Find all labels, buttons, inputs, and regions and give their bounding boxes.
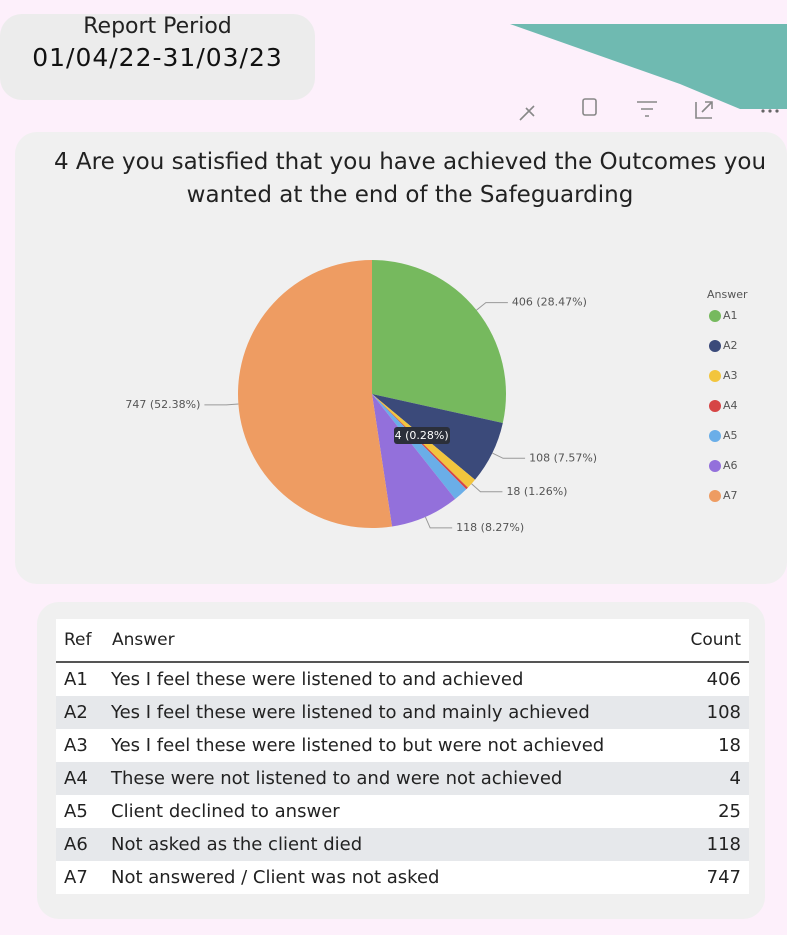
table-cell: A6 (56, 828, 111, 861)
table-row: A1 Yes I feel these were listened to and … (56, 662, 749, 696)
data-label: 118 (8.27%) (456, 521, 524, 534)
legend-label: A7 (723, 489, 738, 502)
table-cell: These were not listened to and were not … (111, 762, 681, 795)
legend-label: A6 (723, 459, 738, 472)
table-cell: 4 (680, 762, 749, 795)
table-cell: Not answered / Client was not asked (111, 861, 681, 894)
legend-label: A4 (723, 399, 738, 412)
table-cell: A3 (56, 729, 111, 762)
leader-line (471, 483, 503, 493)
pie-slice (372, 394, 467, 500)
period-label: Report Period (83, 14, 232, 39)
table-cell: 118 (680, 828, 749, 861)
filter-icon[interactable] (637, 101, 657, 117)
legend-marker (709, 490, 721, 502)
table-cell: A7 (56, 861, 111, 894)
leader-line (424, 516, 453, 529)
column-header: Ref (56, 619, 111, 663)
legend-label: A3 (723, 369, 738, 382)
legend-label: A5 (723, 429, 738, 442)
table-cell: A1 (56, 662, 111, 696)
legend-marker (709, 310, 721, 322)
legend-marker (709, 400, 721, 412)
column-header: Answer (111, 619, 681, 663)
table-row: A3 Yes I feel these were listened to but … (56, 729, 749, 762)
visual-header-icons (519, 98, 713, 121)
table-cell: Not asked as the client died (111, 828, 681, 861)
table-cell: Yes I feel these were listened to and ma… (111, 696, 681, 729)
data-label: 18 (1.26%) (506, 485, 567, 498)
leader-line (204, 403, 239, 406)
teal-shape (510, 24, 787, 109)
more-options[interactable] (761, 109, 779, 113)
data-label: 406 (28.47%) (512, 296, 587, 309)
legend-marker (709, 370, 721, 382)
answer-table: Ref Answer Count A1 Yes I feel these were li… (56, 619, 749, 894)
table-cell: 406 (680, 662, 749, 696)
report-page: Report Period 01/04/22-31/03/23 4 Are yo… (0, 14, 787, 935)
data-label: 747 (52.38%) (125, 398, 200, 411)
focus-icon[interactable] (695, 101, 713, 119)
table-cell: A5 (56, 795, 111, 828)
copy-icon[interactable] (582, 98, 597, 116)
table-row: A2 Yes I feel these were listened to and … (56, 696, 749, 729)
table-cell: 25 (680, 795, 749, 828)
legend-marker (709, 460, 721, 472)
legend-label: A2 (723, 339, 738, 352)
table-cell: A4 (56, 762, 111, 795)
legend-marker (709, 340, 721, 352)
table-cell: Yes I feel these were listened to but we… (111, 729, 681, 762)
table-row: A4 These were not listened to and were no… (56, 762, 749, 795)
period-value: 01/04/22-31/03/23 (32, 43, 283, 72)
pie-slice (372, 260, 506, 423)
legend-marker (709, 430, 721, 442)
table-row: A6 Not asked as the client died 118 (56, 828, 749, 861)
data-label: 108 (7.57%) (529, 451, 597, 464)
table-cell: 747 (680, 861, 749, 894)
column-header: Count (680, 619, 749, 663)
leader-line (476, 302, 508, 311)
table-row: A5 Client declined to answer 25 (56, 795, 749, 828)
decor (510, 24, 787, 121)
table-cell: 18 (680, 729, 749, 762)
legend-title: Answer (707, 288, 748, 301)
chart-title: 4 Are you satisfied that you have achiev… (53, 149, 767, 208)
slice-tooltip-label: 4 (0.28%) (393, 427, 450, 445)
table-row: A7 Not answered / Client was not asked 747 (56, 861, 749, 894)
table-cell: Client declined to answer (111, 795, 681, 828)
pie-slice (238, 260, 392, 528)
leader-line (492, 452, 526, 459)
pie-slice (372, 394, 456, 527)
table-cell: Yes I feel these were listened to and ac… (111, 662, 681, 696)
pin-icon[interactable] (519, 105, 535, 121)
table-cell: A2 (56, 696, 111, 729)
legend-label: A1 (723, 309, 738, 322)
table-cell: 108 (680, 696, 749, 729)
report-period-card: Report Period 01/04/22-31/03/23 (0, 14, 315, 100)
